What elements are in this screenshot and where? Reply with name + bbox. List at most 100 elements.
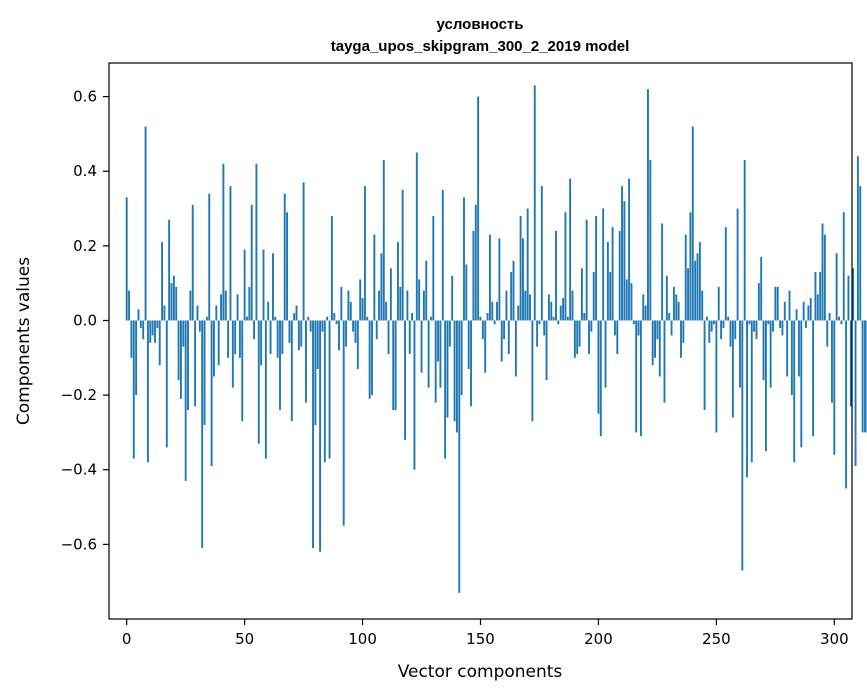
bar bbox=[255, 163, 258, 321]
bar bbox=[172, 275, 175, 321]
bar bbox=[722, 320, 725, 328]
bar bbox=[437, 320, 439, 362]
bar bbox=[698, 242, 701, 321]
bar bbox=[238, 320, 241, 358]
bar bbox=[762, 320, 765, 381]
bar bbox=[472, 230, 475, 321]
bar bbox=[661, 223, 664, 321]
bar bbox=[307, 316, 310, 321]
bar bbox=[708, 320, 711, 343]
bar bbox=[644, 305, 647, 321]
bar bbox=[592, 271, 595, 321]
bar bbox=[507, 320, 510, 355]
bar bbox=[566, 316, 569, 321]
x-tick-label: 50 bbox=[235, 630, 254, 648]
bar bbox=[455, 320, 458, 433]
bar bbox=[854, 320, 857, 467]
bar bbox=[465, 264, 468, 321]
bar bbox=[128, 290, 130, 321]
bar bbox=[229, 186, 232, 321]
bar bbox=[625, 279, 628, 321]
y-axis-label: Components values bbox=[14, 257, 34, 425]
bar bbox=[623, 201, 626, 321]
bar bbox=[406, 290, 409, 321]
bar bbox=[349, 301, 352, 321]
bar bbox=[401, 189, 404, 321]
bar bbox=[614, 320, 616, 336]
y-tick-label: 0.2 bbox=[73, 237, 97, 255]
bar bbox=[684, 234, 687, 321]
bar bbox=[290, 320, 293, 422]
y-tick-label: −0.6 bbox=[61, 535, 97, 553]
bar bbox=[795, 309, 798, 321]
bar bbox=[816, 294, 819, 321]
bar bbox=[540, 186, 543, 321]
bar bbox=[137, 309, 140, 321]
bar bbox=[142, 320, 145, 340]
bar bbox=[264, 320, 267, 459]
bar bbox=[849, 320, 852, 407]
bar bbox=[571, 290, 574, 321]
bar bbox=[463, 197, 465, 321]
bar bbox=[345, 320, 347, 347]
bar bbox=[389, 268, 392, 321]
bar bbox=[305, 320, 307, 403]
bar bbox=[713, 320, 715, 325]
bar bbox=[845, 320, 848, 489]
bar bbox=[359, 279, 362, 321]
bar bbox=[842, 212, 845, 321]
bar bbox=[498, 238, 501, 321]
bar bbox=[739, 320, 741, 388]
bar bbox=[517, 305, 520, 321]
bar bbox=[831, 320, 833, 403]
bar bbox=[300, 320, 303, 347]
bar bbox=[220, 294, 222, 321]
bar bbox=[411, 313, 414, 321]
bar bbox=[363, 186, 366, 321]
bar bbox=[550, 301, 553, 321]
bar bbox=[250, 204, 253, 321]
bar bbox=[446, 320, 449, 418]
bar bbox=[649, 160, 652, 321]
x-tick-label: 0 bbox=[122, 630, 132, 648]
bar bbox=[724, 227, 727, 321]
bar bbox=[316, 320, 319, 369]
bar bbox=[399, 286, 402, 321]
bar bbox=[213, 320, 215, 377]
bar bbox=[481, 320, 484, 340]
bar bbox=[705, 316, 708, 321]
bar bbox=[750, 320, 753, 463]
bar bbox=[618, 230, 621, 321]
bar bbox=[524, 290, 527, 321]
bar bbox=[783, 301, 786, 321]
bar bbox=[312, 320, 314, 549]
bar bbox=[491, 301, 494, 321]
bar bbox=[156, 320, 159, 328]
bar bbox=[543, 320, 546, 336]
bar bbox=[352, 320, 355, 332]
bar bbox=[663, 320, 666, 403]
bar bbox=[826, 320, 829, 347]
bar bbox=[805, 320, 807, 328]
bar bbox=[703, 320, 706, 411]
bar bbox=[583, 313, 586, 321]
bar bbox=[859, 186, 862, 321]
bar bbox=[394, 320, 397, 411]
bar bbox=[769, 320, 772, 388]
bar bbox=[647, 89, 649, 321]
bar bbox=[470, 320, 473, 407]
bar bbox=[621, 186, 623, 321]
bar bbox=[182, 320, 185, 347]
bar bbox=[743, 160, 746, 321]
bar bbox=[630, 283, 633, 321]
bar bbox=[547, 294, 550, 321]
bar bbox=[729, 320, 732, 347]
bar bbox=[760, 257, 763, 321]
x-tick-label: 200 bbox=[584, 630, 613, 648]
x-axis-label: Vector components bbox=[398, 662, 563, 682]
bar bbox=[309, 320, 312, 332]
bar bbox=[203, 320, 206, 425]
bar bbox=[569, 178, 572, 321]
bar bbox=[371, 320, 373, 396]
bar bbox=[387, 320, 390, 355]
